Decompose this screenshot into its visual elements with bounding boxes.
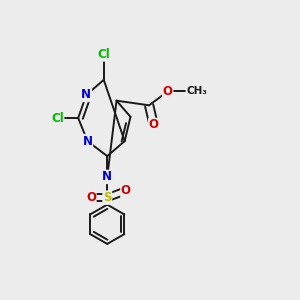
Text: Cl: Cl xyxy=(51,112,64,124)
Text: O: O xyxy=(149,118,159,131)
Text: CH₃: CH₃ xyxy=(186,86,207,96)
Text: O: O xyxy=(86,191,96,204)
Text: N: N xyxy=(82,135,92,148)
Text: O: O xyxy=(121,184,131,197)
Text: Cl: Cl xyxy=(98,48,110,61)
Text: N: N xyxy=(81,88,91,101)
Text: O: O xyxy=(163,85,173,98)
Text: S: S xyxy=(103,191,112,204)
Text: N: N xyxy=(102,170,112,183)
